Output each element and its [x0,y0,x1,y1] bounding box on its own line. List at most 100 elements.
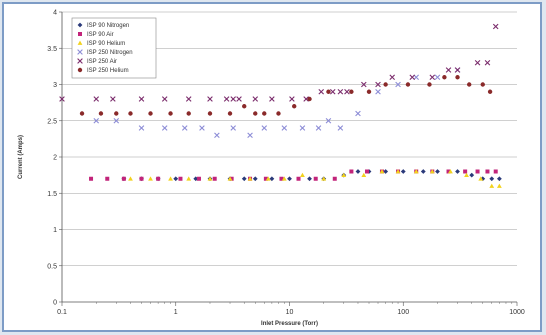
data-point [492,23,499,30]
data-point [464,172,469,178]
y-tick-label: 1.5 [47,191,57,198]
data-point [186,176,192,181]
data-point [263,176,268,181]
data-point [247,132,253,139]
data-point [337,88,344,95]
legend-label: ISP 250 Helium [87,68,129,74]
data-point [429,74,436,81]
data-point [252,176,258,182]
data-point [253,111,258,116]
data-point [375,81,381,88]
data-point [300,172,305,178]
data-point [230,125,236,131]
data-point [400,169,406,174]
data-point [478,176,484,181]
data-point [223,96,230,102]
data-point [332,176,337,181]
data-point [435,169,440,174]
data-point [395,169,401,174]
data-point [128,111,133,116]
data-point [287,176,292,182]
y-tick-label: 3.5 [47,46,57,53]
legend-box [71,17,157,79]
legend-marker [77,22,83,28]
legend-label: ISP 90 Helium [87,41,125,47]
data-point [474,59,481,66]
data-point [349,169,354,174]
legend-label: ISP 250 Air [87,59,117,65]
data-point [196,176,201,181]
x-tick-label: 100 [397,309,409,316]
data-point [361,81,367,88]
data-point [455,75,460,80]
data-point [487,89,493,94]
data-point [138,96,145,102]
data-point [446,169,451,174]
data-point [79,111,85,116]
legend-marker [77,58,83,64]
data-point [296,176,301,181]
data-point [156,176,161,181]
y-tick-label: 4 [53,10,57,17]
data-point [454,67,461,73]
data-point [364,169,369,174]
data-point [445,67,452,73]
data-point [236,96,242,102]
data-point [489,176,495,182]
data-point [110,96,116,102]
data-point [138,125,145,131]
data-point [262,111,267,116]
data-point [313,176,318,181]
data-point [307,96,312,102]
data-point [361,172,367,178]
data-point [326,89,331,94]
y-tick-label: 3 [53,82,57,89]
data-point [469,172,475,178]
data-point [269,96,275,102]
data-point [242,104,247,109]
axes [59,11,518,306]
data-point [383,82,388,87]
legend-label: ISP 90 Nitrogen [87,23,129,29]
data-point [355,169,361,174]
x-tick-label: 10 [286,309,294,316]
data-point [463,169,468,174]
y-tick-label: 2.5 [47,118,57,125]
data-point [214,132,220,139]
data-point [276,111,281,116]
data-point [448,169,453,174]
data-point [281,176,287,181]
data-points [59,23,502,188]
data-point [299,125,306,131]
data-point [207,96,213,102]
chart-frame: 0 0.5 1 1.5 2 2.5 3 3.5 4 0.1 1 10 100 1000 Inlet Pre… [2,2,542,332]
data-point [227,176,233,181]
data-point [269,176,275,182]
series-3 [93,67,461,139]
data-point [113,117,120,124]
data-point [212,176,217,181]
data-point [409,74,416,81]
data-point [383,169,389,174]
data-point [405,82,411,87]
data-point [303,96,309,102]
data-point [325,117,332,124]
data-point [114,111,119,116]
legend-marker [77,40,83,45]
data-point [279,176,284,181]
data-point [427,82,432,87]
data-point [281,125,288,131]
data-point [230,96,236,102]
data-point [185,96,192,102]
data-point [484,59,491,66]
data-point [252,96,259,102]
data-point [128,176,133,181]
series-4 [59,23,499,102]
data-point [207,111,213,116]
series-2 [128,169,502,188]
data-point [289,96,295,102]
data-point [105,176,110,181]
data-point [247,176,253,181]
data-point [434,74,441,81]
data-point [485,169,490,174]
